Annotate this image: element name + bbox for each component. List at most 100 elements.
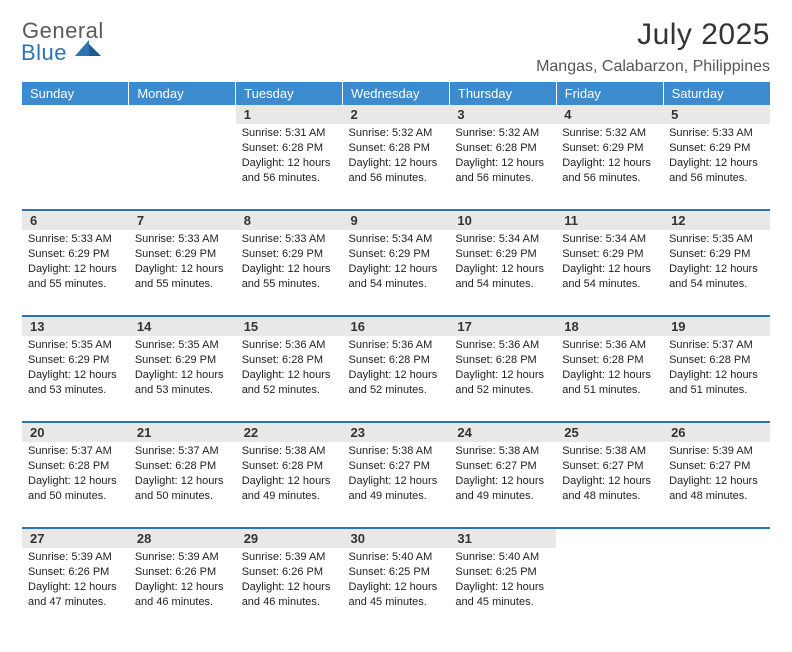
sunset-line: Sunset: 6:29 PM [135, 353, 230, 368]
location: Mangas, Calabarzon, Philippines [536, 58, 770, 76]
daylight-line: Daylight: 12 hours and 54 minutes. [669, 262, 764, 292]
day-number-empty [663, 529, 770, 548]
logo-text: General Blue [22, 18, 104, 66]
calendar-week-row: Sunrise: 5:33 AMSunset: 6:29 PMDaylight:… [22, 230, 770, 316]
calendar-cell: Sunrise: 5:34 AMSunset: 6:29 PMDaylight:… [343, 230, 450, 316]
calendar-cell-body: Sunrise: 5:33 AMSunset: 6:29 PMDaylight:… [236, 230, 343, 295]
sunset-line: Sunset: 6:29 PM [669, 247, 764, 262]
calendar-cell-body: Sunrise: 5:37 AMSunset: 6:28 PMDaylight:… [22, 442, 129, 507]
sunset-line: Sunset: 6:28 PM [135, 459, 230, 474]
sunrise-line: Sunrise: 5:35 AM [135, 338, 230, 353]
calendar-cell-body: Sunrise: 5:39 AMSunset: 6:26 PMDaylight:… [129, 548, 236, 613]
daylight-line: Daylight: 12 hours and 53 minutes. [135, 368, 230, 398]
day-number-empty [22, 105, 129, 124]
calendar-daynum-row: 2728293031 [22, 528, 770, 548]
calendar-cell: Sunrise: 5:33 AMSunset: 6:29 PMDaylight:… [236, 230, 343, 316]
daylight-line: Daylight: 12 hours and 56 minutes. [349, 156, 444, 186]
daylight-line: Daylight: 12 hours and 52 minutes. [242, 368, 337, 398]
calendar-cell-body: Sunrise: 5:34 AMSunset: 6:29 PMDaylight:… [343, 230, 450, 295]
calendar-cell: Sunrise: 5:36 AMSunset: 6:28 PMDaylight:… [449, 336, 556, 422]
sunset-line: Sunset: 6:26 PM [135, 565, 230, 580]
calendar-cell-body: Sunrise: 5:40 AMSunset: 6:25 PMDaylight:… [449, 548, 556, 613]
daylight-line: Daylight: 12 hours and 51 minutes. [669, 368, 764, 398]
sunrise-line: Sunrise: 5:31 AM [242, 126, 337, 141]
sunrise-line: Sunrise: 5:34 AM [349, 232, 444, 247]
sunset-line: Sunset: 6:28 PM [349, 141, 444, 156]
calendar-cell: Sunrise: 5:37 AMSunset: 6:28 PMDaylight:… [129, 442, 236, 528]
daylight-line: Daylight: 12 hours and 45 minutes. [349, 580, 444, 610]
calendar-cell-body: Sunrise: 5:34 AMSunset: 6:29 PMDaylight:… [449, 230, 556, 295]
calendar-week-row: Sunrise: 5:39 AMSunset: 6:26 PMDaylight:… [22, 548, 770, 634]
day-number: 7 [129, 211, 236, 230]
sunrise-line: Sunrise: 5:37 AM [28, 444, 123, 459]
day-number: 10 [449, 211, 556, 230]
calendar-cell: Sunrise: 5:33 AMSunset: 6:29 PMDaylight:… [129, 230, 236, 316]
sunset-line: Sunset: 6:26 PM [28, 565, 123, 580]
calendar-cell-body: Sunrise: 5:39 AMSunset: 6:26 PMDaylight:… [236, 548, 343, 613]
sunset-line: Sunset: 6:29 PM [562, 247, 657, 262]
daylight-line: Daylight: 12 hours and 55 minutes. [242, 262, 337, 292]
sunset-line: Sunset: 6:29 PM [242, 247, 337, 262]
calendar-cell: Sunrise: 5:36 AMSunset: 6:28 PMDaylight:… [343, 336, 450, 422]
daylight-line: Daylight: 12 hours and 56 minutes. [242, 156, 337, 186]
calendar-cell: Sunrise: 5:36 AMSunset: 6:28 PMDaylight:… [556, 336, 663, 422]
calendar-cell: Sunrise: 5:33 AMSunset: 6:29 PMDaylight:… [663, 124, 770, 210]
sunrise-line: Sunrise: 5:38 AM [242, 444, 337, 459]
daylight-line: Daylight: 12 hours and 54 minutes. [455, 262, 550, 292]
day-number: 25 [556, 423, 663, 442]
calendar-cell-body: Sunrise: 5:32 AMSunset: 6:28 PMDaylight:… [449, 124, 556, 189]
sunrise-line: Sunrise: 5:36 AM [242, 338, 337, 353]
sunrise-line: Sunrise: 5:36 AM [349, 338, 444, 353]
day-number-empty [556, 529, 663, 548]
day-number: 13 [22, 317, 129, 336]
sunset-line: Sunset: 6:29 PM [28, 353, 123, 368]
daylight-line: Daylight: 12 hours and 51 minutes. [562, 368, 657, 398]
day-number: 17 [449, 317, 556, 336]
calendar-table: SundayMondayTuesdayWednesdayThursdayFrid… [22, 82, 770, 634]
day-number: 24 [449, 423, 556, 442]
sunrise-line: Sunrise: 5:36 AM [562, 338, 657, 353]
calendar-cell: Sunrise: 5:35 AMSunset: 6:29 PMDaylight:… [663, 230, 770, 316]
daylight-line: Daylight: 12 hours and 49 minutes. [455, 474, 550, 504]
sunrise-line: Sunrise: 5:40 AM [349, 550, 444, 565]
day-number: 31 [449, 529, 556, 548]
sunset-line: Sunset: 6:29 PM [349, 247, 444, 262]
calendar-cell: Sunrise: 5:34 AMSunset: 6:29 PMDaylight:… [449, 230, 556, 316]
daylight-line: Daylight: 12 hours and 48 minutes. [669, 474, 764, 504]
calendar-header-cell: Tuesday [236, 82, 343, 105]
sunrise-line: Sunrise: 5:33 AM [28, 232, 123, 247]
logo: General Blue [22, 18, 104, 66]
sunrise-line: Sunrise: 5:32 AM [562, 126, 657, 141]
day-number: 15 [236, 317, 343, 336]
calendar-cell: Sunrise: 5:37 AMSunset: 6:28 PMDaylight:… [22, 442, 129, 528]
calendar-cell: Sunrise: 5:32 AMSunset: 6:28 PMDaylight:… [343, 124, 450, 210]
calendar-header-cell: Monday [129, 82, 236, 105]
sunset-line: Sunset: 6:28 PM [455, 141, 550, 156]
sunset-line: Sunset: 6:29 PM [28, 247, 123, 262]
logo-triangle-icon [75, 38, 101, 56]
day-number: 18 [556, 317, 663, 336]
daylight-line: Daylight: 12 hours and 45 minutes. [455, 580, 550, 610]
day-number-empty [129, 105, 236, 124]
calendar-cell-body: Sunrise: 5:39 AMSunset: 6:26 PMDaylight:… [22, 548, 129, 613]
sunset-line: Sunset: 6:25 PM [349, 565, 444, 580]
sunrise-line: Sunrise: 5:33 AM [669, 126, 764, 141]
sunrise-line: Sunrise: 5:39 AM [135, 550, 230, 565]
calendar-cell: Sunrise: 5:34 AMSunset: 6:29 PMDaylight:… [556, 230, 663, 316]
calendar-cell-body: Sunrise: 5:35 AMSunset: 6:29 PMDaylight:… [129, 336, 236, 401]
daylight-line: Daylight: 12 hours and 49 minutes. [349, 474, 444, 504]
sunrise-line: Sunrise: 5:38 AM [562, 444, 657, 459]
sunrise-line: Sunrise: 5:38 AM [455, 444, 550, 459]
day-number: 26 [663, 423, 770, 442]
daylight-line: Daylight: 12 hours and 53 minutes. [28, 368, 123, 398]
calendar-cell [22, 124, 129, 210]
daylight-line: Daylight: 12 hours and 54 minutes. [349, 262, 444, 292]
sunset-line: Sunset: 6:25 PM [455, 565, 550, 580]
calendar-cell-body: Sunrise: 5:39 AMSunset: 6:27 PMDaylight:… [663, 442, 770, 507]
sunset-line: Sunset: 6:28 PM [28, 459, 123, 474]
daylight-line: Daylight: 12 hours and 48 minutes. [562, 474, 657, 504]
calendar-cell-body: Sunrise: 5:34 AMSunset: 6:29 PMDaylight:… [556, 230, 663, 295]
sunset-line: Sunset: 6:26 PM [242, 565, 337, 580]
sunset-line: Sunset: 6:29 PM [669, 141, 764, 156]
sunrise-line: Sunrise: 5:33 AM [135, 232, 230, 247]
